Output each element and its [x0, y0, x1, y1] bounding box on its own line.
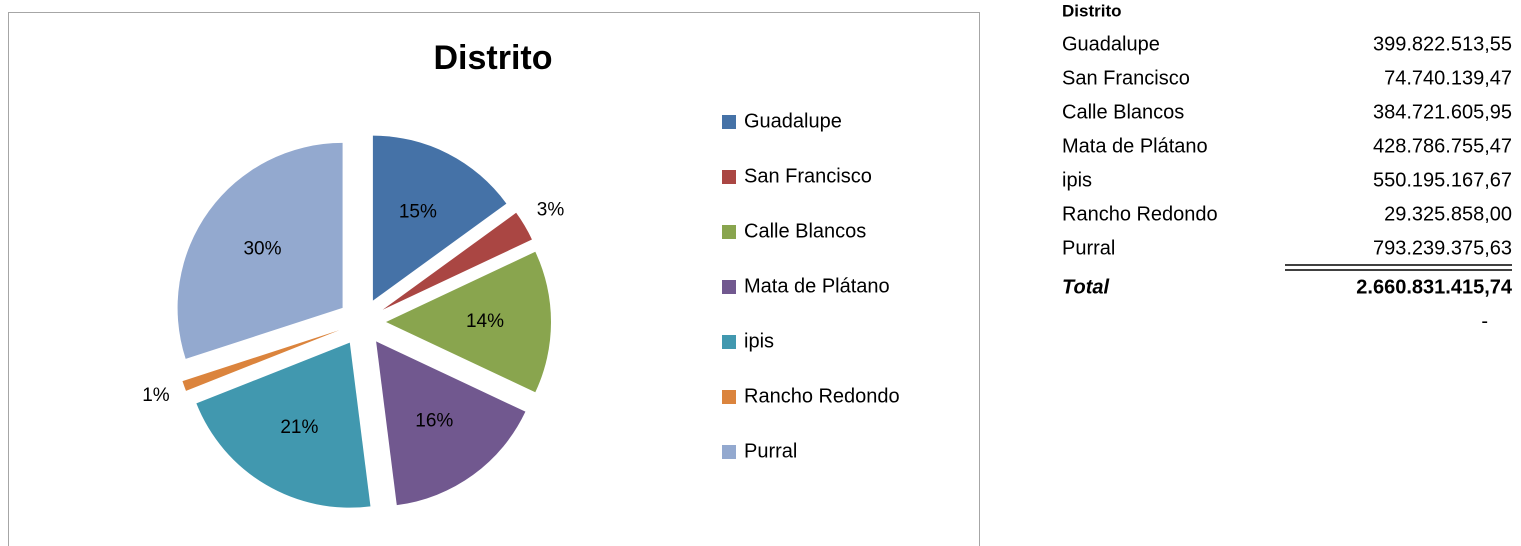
legend-label: Guadalupe — [744, 110, 842, 132]
total-label: Total — [1062, 276, 1109, 298]
legend-label: Calle Blancos — [744, 220, 866, 242]
pie-slice — [376, 341, 526, 506]
row-value: 384.721.605,95 — [1373, 101, 1512, 123]
legend-swatch — [722, 225, 736, 239]
slice-label: 21% — [280, 417, 318, 438]
pie-slice — [372, 135, 507, 301]
row-value: 550.195.167,67 — [1373, 169, 1512, 191]
legend-swatch — [722, 335, 736, 349]
legend-swatch — [722, 115, 736, 129]
pie-slice — [382, 212, 532, 310]
pie-slice — [182, 330, 340, 391]
pie-slice — [177, 142, 343, 359]
row-label: Calle Blancos — [1062, 101, 1184, 123]
legend-label: San Francisco — [744, 165, 872, 187]
row-value: 399.822.513,55 — [1373, 33, 1512, 55]
pie-slice — [386, 251, 551, 393]
legend-swatch — [722, 390, 736, 404]
row-value: 793.239.375,63 — [1373, 237, 1512, 259]
row-label: Guadalupe — [1062, 33, 1160, 55]
slice-label: 30% — [243, 239, 281, 260]
row-value: 29.325.858,00 — [1384, 203, 1512, 225]
row-label: ipis — [1062, 169, 1092, 191]
slice-label: 16% — [415, 411, 453, 432]
row-label: Purral — [1062, 237, 1115, 259]
row-value: 428.786.755,47 — [1373, 135, 1512, 157]
legend-label: Rancho Redondo — [744, 385, 900, 407]
legend-label: Purral — [744, 440, 797, 462]
slice-label: 1% — [142, 385, 170, 406]
legend-swatch — [722, 170, 736, 184]
row-label: Rancho Redondo — [1062, 203, 1218, 225]
row-label: Mata de Plátano — [1062, 135, 1208, 157]
table-header: Distrito — [1062, 1, 1122, 20]
slice-label: 15% — [399, 201, 437, 222]
slice-label: 3% — [537, 200, 565, 221]
slice-label: 14% — [466, 311, 504, 332]
legend-swatch — [722, 280, 736, 294]
row-label: San Francisco — [1062, 67, 1190, 89]
note: - — [1481, 310, 1488, 332]
chart-title: Distrito — [434, 39, 553, 77]
legend-label: ipis — [744, 330, 774, 352]
pie-slice — [196, 342, 371, 508]
legend-label: Mata de Plátano — [744, 275, 890, 297]
total-value: 2.660.831.415,74 — [1356, 276, 1513, 298]
legend-swatch — [722, 445, 736, 459]
row-value: 74.740.139,47 — [1384, 67, 1512, 89]
